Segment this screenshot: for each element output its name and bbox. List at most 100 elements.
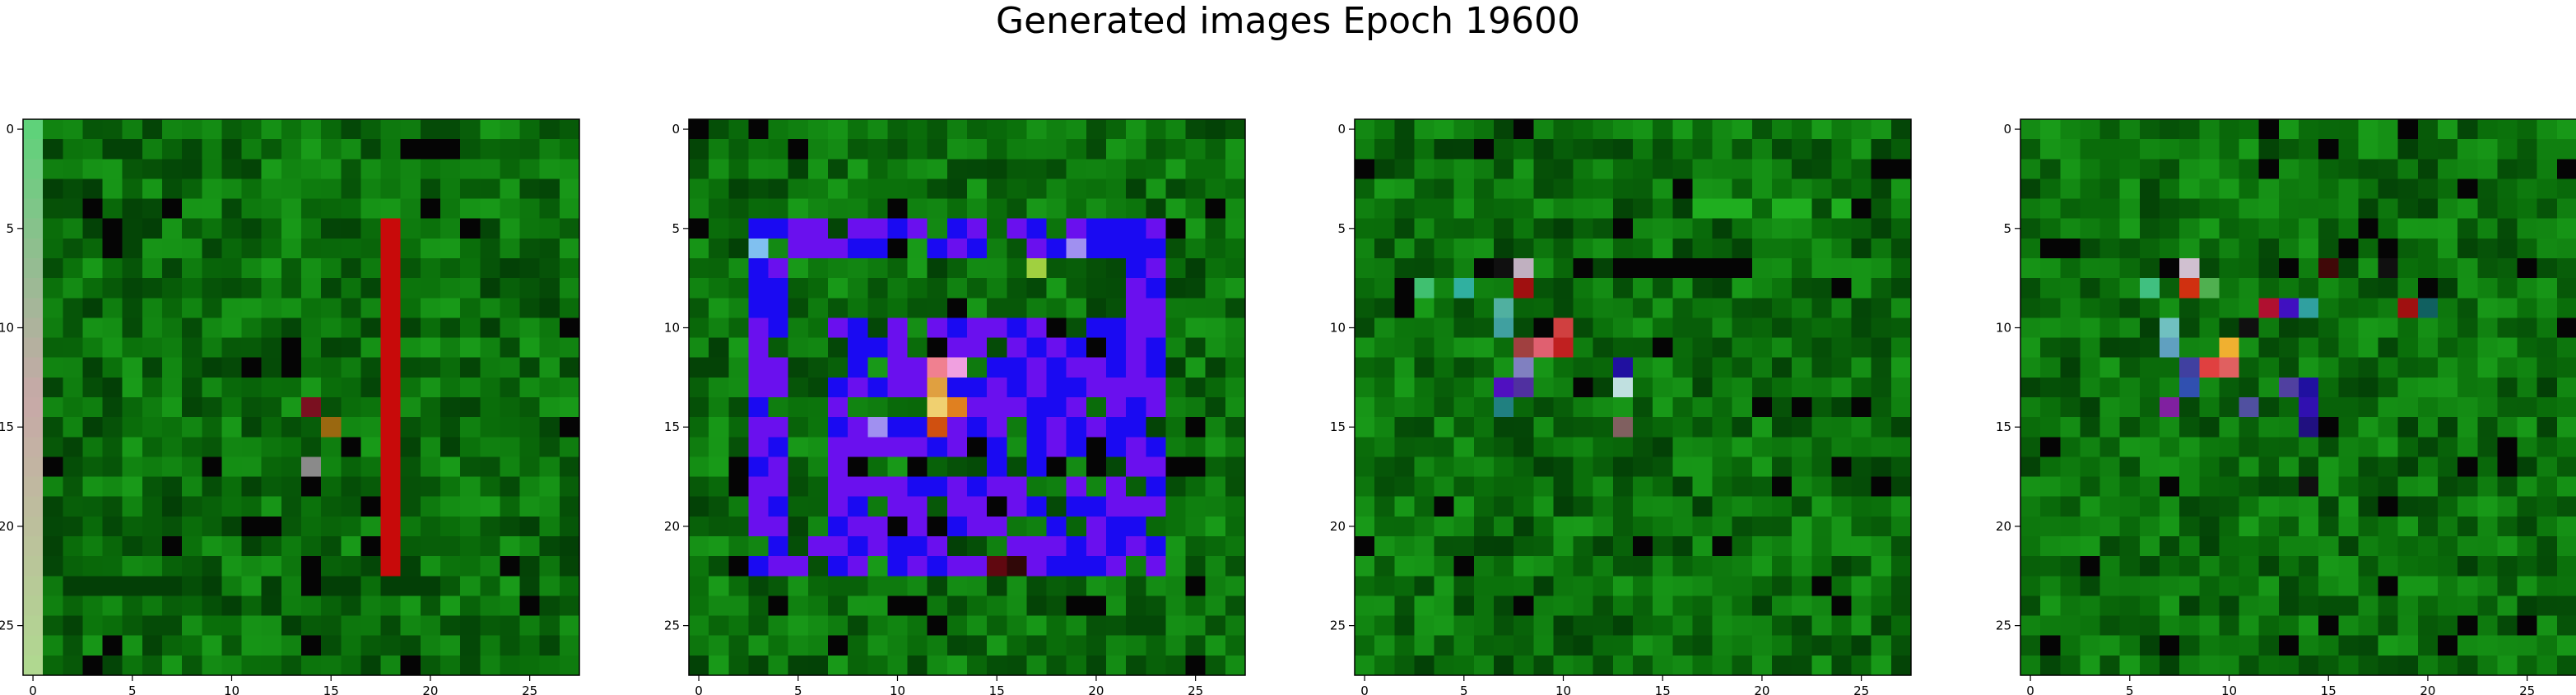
pixel-cell	[1026, 655, 1048, 676]
pixel-cell	[1086, 655, 1107, 676]
pixel-cell	[162, 159, 183, 180]
pixel-cell	[728, 238, 750, 259]
pixel-cell	[2358, 258, 2379, 279]
pixel-cell	[1533, 456, 1555, 478]
pixel-cell	[43, 456, 63, 478]
pixel-cell	[519, 139, 541, 160]
pixel-cell	[2299, 456, 2319, 478]
pixel-cell	[709, 496, 729, 517]
pixel-cell	[1205, 139, 1226, 160]
pixel-cell	[2219, 198, 2240, 220]
pixel-cell	[987, 278, 1007, 299]
pixel-cell	[221, 178, 243, 200]
pixel-cell	[1593, 615, 1614, 637]
pixel-cell	[2179, 615, 2200, 637]
pixel-cell	[182, 159, 202, 180]
pixel-cell	[321, 615, 342, 637]
pixel-cell	[2199, 655, 2220, 676]
pixel-cell	[1394, 536, 1416, 557]
pixel-cell	[43, 278, 63, 299]
pixel-cell	[1890, 635, 1912, 656]
pixel-cell	[887, 635, 909, 656]
pixel-cell	[867, 298, 889, 319]
pixel-cell	[420, 496, 441, 517]
pixel-cell	[63, 278, 84, 299]
pixel-cell	[2318, 178, 2339, 200]
pixel-cell	[2119, 139, 2141, 160]
pixel-cell	[420, 476, 441, 498]
pixel-cell	[1612, 476, 1634, 498]
pixel-cell	[2179, 576, 2200, 597]
pixel-cell	[2020, 556, 2041, 577]
pixel-cell	[2258, 357, 2280, 378]
pixel-cell	[122, 397, 143, 418]
pixel-cell	[63, 476, 84, 498]
pixel-cell	[1494, 417, 1514, 438]
pixel-cell	[400, 159, 421, 180]
pixel-cell	[440, 198, 461, 220]
pixel-cell	[2438, 377, 2458, 398]
pixel-cell	[768, 298, 789, 319]
pixel-cell	[2318, 119, 2339, 140]
pixel-cell	[2497, 576, 2518, 597]
pixel-cell	[2020, 635, 2041, 656]
pixel-cell	[440, 159, 461, 180]
pixel-cell	[2517, 159, 2538, 180]
pixel-cell	[122, 159, 143, 180]
pixel-cell	[1593, 516, 1614, 537]
pixel-cell	[23, 298, 44, 319]
pixel-cell	[281, 595, 302, 617]
pixel-cell	[162, 397, 183, 418]
pixel-cell	[748, 516, 770, 537]
pixel-cell	[967, 556, 988, 577]
pixel-cell	[341, 198, 362, 220]
pixel-cell	[1672, 615, 1694, 637]
pixel-cell	[122, 615, 143, 637]
pixel-cell	[142, 456, 163, 478]
pixel-cell	[162, 258, 183, 279]
pixel-cell	[559, 595, 580, 617]
pixel-cell	[2358, 178, 2379, 200]
pixel-cell	[1394, 456, 1416, 478]
pixel-cell	[2179, 357, 2200, 378]
pixel-cell	[2119, 417, 2141, 438]
pixel-cell	[2040, 178, 2061, 200]
pixel-cell	[380, 576, 402, 597]
pixel-cell	[182, 615, 202, 637]
pixel-cell	[1453, 655, 1475, 676]
pixel-cell	[539, 377, 560, 398]
pixel-cell	[2438, 397, 2458, 418]
pixel-cell	[400, 516, 421, 537]
pixel-cell	[709, 357, 729, 378]
pixel-cell	[689, 278, 709, 299]
pixel-cell	[1026, 456, 1048, 478]
pixel-cell	[2517, 119, 2538, 140]
pixel-cell	[848, 615, 868, 637]
pixel-cell	[1573, 278, 1594, 299]
pixel-cell	[1106, 357, 1127, 378]
pixel-cell	[2517, 516, 2538, 537]
pixel-cell	[221, 139, 243, 160]
pixel-cell	[1533, 595, 1555, 617]
pixel-cell	[321, 516, 342, 537]
pixel-cell	[43, 496, 63, 517]
pixel-cell	[1473, 238, 1495, 259]
pixel-cell	[2179, 218, 2200, 239]
pixel-cell	[1712, 238, 1733, 259]
pixel-cell	[1831, 417, 1853, 438]
pixel-cell	[2099, 397, 2121, 418]
pixel-cell	[2080, 377, 2101, 398]
pixel-cell	[2318, 278, 2339, 299]
pixel-cell	[1086, 635, 1107, 656]
pixel-cell	[2239, 456, 2260, 478]
pixel-cell	[23, 437, 44, 458]
pixel-cell	[102, 516, 123, 537]
pixel-cell	[2239, 278, 2260, 299]
pixel-cell	[2318, 139, 2339, 160]
pixel-cell	[1772, 437, 1793, 458]
pixel-cell	[1890, 576, 1912, 597]
pixel-cell	[380, 556, 402, 577]
pixel-cell	[1146, 456, 1167, 478]
pixel-cell	[1732, 417, 1753, 438]
pixel-cell	[927, 119, 948, 140]
